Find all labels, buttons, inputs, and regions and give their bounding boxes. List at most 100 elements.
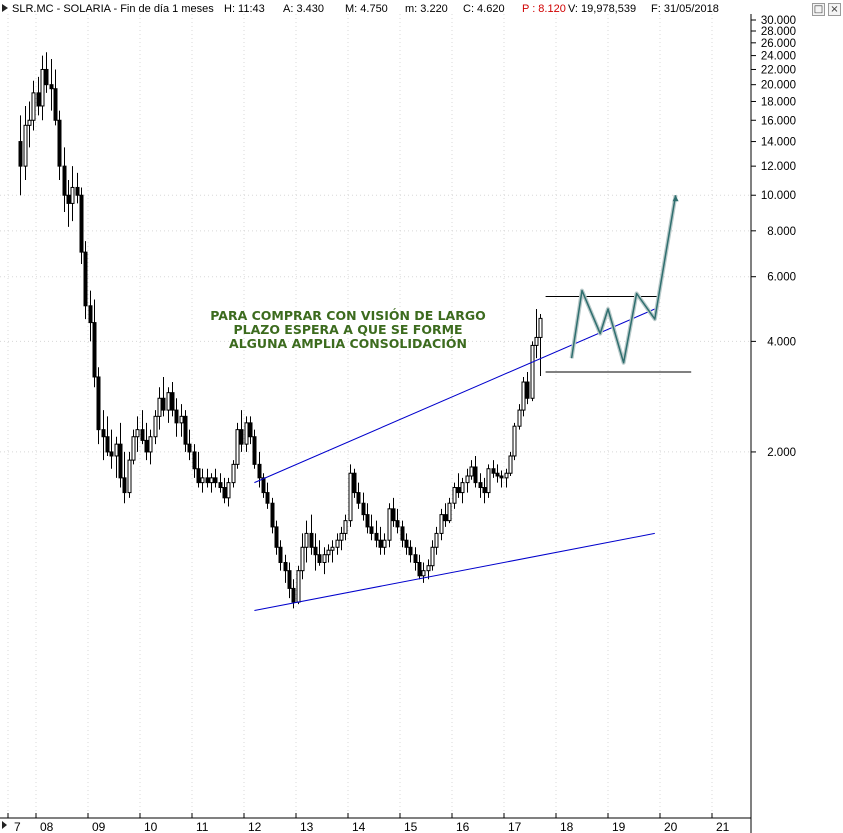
candle-body xyxy=(369,526,374,534)
channel-upper-line xyxy=(254,308,655,484)
candle-body xyxy=(209,477,214,484)
candle-body xyxy=(482,487,487,494)
candle-body xyxy=(404,539,409,548)
candle-body xyxy=(456,487,461,494)
y-tick-label: 16.000 xyxy=(761,115,796,127)
candle-body xyxy=(62,165,67,196)
projection-arrowhead-icon xyxy=(672,195,679,202)
candle-body xyxy=(27,119,32,126)
candle-body xyxy=(517,409,522,427)
annotation-note: PARA COMPRAR CON VISIÓN DE LARGO PLAZO E… xyxy=(210,308,485,351)
candle-body xyxy=(365,514,370,528)
candle-body xyxy=(300,546,305,572)
candle-body xyxy=(122,477,127,494)
y-tick-label: 2.000 xyxy=(767,447,796,459)
x-tick-label: 20 xyxy=(664,820,678,833)
candle-body xyxy=(239,429,244,445)
candle-body xyxy=(274,526,279,548)
x-tick-label: 14 xyxy=(352,820,366,833)
candle-body xyxy=(57,119,62,167)
candle-body xyxy=(200,477,205,484)
y-tick-label: 22.000 xyxy=(761,64,796,76)
ask-label: A: 3.430 xyxy=(283,3,324,15)
candle-body xyxy=(413,554,418,563)
candle-body xyxy=(135,429,140,438)
x-tick-label: 11 xyxy=(196,820,209,833)
candle-body xyxy=(343,520,348,534)
candle-body xyxy=(205,477,210,484)
candle-body xyxy=(101,429,106,438)
candle-body xyxy=(66,194,71,204)
candle-body xyxy=(504,472,509,479)
candle-body xyxy=(18,141,23,167)
candle-body xyxy=(265,492,270,504)
scroll-left-arrow-icon[interactable] xyxy=(2,821,7,829)
candle-body xyxy=(417,561,422,577)
y-tick-label: 30.000 xyxy=(761,15,796,27)
candle-body xyxy=(495,472,500,477)
candle-body xyxy=(53,88,58,121)
candle-body xyxy=(374,532,379,541)
x-tick-label: 19 xyxy=(612,820,626,833)
candle-body xyxy=(226,482,231,499)
y-tick-label: 18.000 xyxy=(761,96,796,108)
x-tick-label: 08 xyxy=(40,820,54,833)
candle-body xyxy=(434,532,439,548)
candle-body xyxy=(530,344,535,399)
y-tick-label: 24.000 xyxy=(761,51,796,63)
channel-lower-line xyxy=(254,532,655,612)
p-label: P : 8.120 xyxy=(522,3,566,15)
candle-body xyxy=(387,508,392,541)
candle-body xyxy=(153,415,158,438)
x-tick-label: 18 xyxy=(560,820,574,833)
y-tick-label: 28.000 xyxy=(761,26,796,38)
candle-body xyxy=(92,322,97,378)
x-tick-label: 17 xyxy=(508,820,522,833)
candle-body xyxy=(400,526,405,541)
candle-body xyxy=(304,532,309,548)
restore-button[interactable]: □ xyxy=(812,3,825,16)
candle-body xyxy=(330,546,335,551)
x-tick-label: 13 xyxy=(300,820,314,833)
candle-body xyxy=(114,443,119,457)
high-label: H: 11:43 xyxy=(224,3,265,15)
projection-path xyxy=(570,195,677,364)
candle-body xyxy=(36,92,41,107)
candle-body xyxy=(118,443,123,479)
candle-body xyxy=(521,381,526,411)
annotation-line-1: PARA COMPRAR CON VISIÓN DE LARGO xyxy=(210,308,485,323)
candlestick-series xyxy=(18,52,543,609)
candle-body xyxy=(326,549,331,556)
candle-body xyxy=(75,186,80,196)
candle-body xyxy=(105,436,110,453)
candle-body xyxy=(348,472,353,522)
candle-body xyxy=(140,429,145,441)
chart-header: SLR.MC - SOLARIA - Fin de día 1 meses H:… xyxy=(2,3,719,15)
candle-body xyxy=(235,429,240,465)
min-label: m: 3.220 xyxy=(405,3,448,15)
candle-body xyxy=(408,546,413,556)
candle-body xyxy=(335,539,340,548)
y-tick-label: 8.000 xyxy=(767,226,796,238)
x-tick-label: 15 xyxy=(404,820,418,833)
y-tick-label: 12.000 xyxy=(761,161,796,173)
candle-body xyxy=(49,84,54,90)
x-tick-label: 09 xyxy=(92,820,106,833)
x-axis-ticks: 7 08 09 10 11 12 13 14 15 16 17 18 19 20 21 xyxy=(7,813,730,833)
candle-body xyxy=(395,520,400,528)
candle-body xyxy=(166,392,171,411)
candle-body xyxy=(257,463,262,479)
close-button[interactable]: × xyxy=(828,3,841,16)
candle-body xyxy=(248,422,253,438)
candle-body xyxy=(31,92,36,121)
candle-body xyxy=(499,475,504,479)
candle-body xyxy=(261,477,266,494)
y-tick-label: 10.000 xyxy=(761,190,796,202)
candle-body xyxy=(192,451,197,470)
candle-body xyxy=(131,436,136,461)
date-label: F: 31/05/2018 xyxy=(651,3,719,15)
x-tick-label: 16 xyxy=(456,820,470,833)
y-tick-label: 20.000 xyxy=(761,80,796,92)
